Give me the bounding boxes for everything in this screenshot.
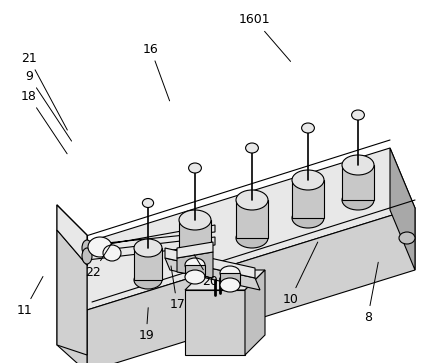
Polygon shape xyxy=(165,248,255,278)
Ellipse shape xyxy=(399,232,415,244)
Polygon shape xyxy=(57,230,87,355)
Ellipse shape xyxy=(179,248,211,268)
Polygon shape xyxy=(342,165,374,200)
Ellipse shape xyxy=(220,266,240,280)
Text: 10: 10 xyxy=(282,242,318,306)
Ellipse shape xyxy=(236,190,268,210)
Polygon shape xyxy=(87,208,415,363)
Text: 8: 8 xyxy=(364,262,378,324)
Ellipse shape xyxy=(82,248,92,264)
Polygon shape xyxy=(220,273,240,285)
Polygon shape xyxy=(177,242,213,258)
Ellipse shape xyxy=(352,110,365,120)
Polygon shape xyxy=(57,230,87,363)
Ellipse shape xyxy=(236,228,268,248)
Text: 18: 18 xyxy=(21,90,67,154)
Ellipse shape xyxy=(189,163,202,173)
Ellipse shape xyxy=(292,208,324,228)
Polygon shape xyxy=(87,237,215,260)
Text: 20: 20 xyxy=(194,255,218,288)
Text: 1601: 1601 xyxy=(239,13,291,61)
Ellipse shape xyxy=(134,271,162,289)
Polygon shape xyxy=(185,270,265,290)
Ellipse shape xyxy=(245,143,258,153)
Polygon shape xyxy=(292,180,324,218)
Polygon shape xyxy=(177,252,213,278)
Ellipse shape xyxy=(179,210,211,230)
Ellipse shape xyxy=(82,240,92,256)
Ellipse shape xyxy=(292,170,324,190)
Text: 21: 21 xyxy=(21,52,67,130)
Text: 11: 11 xyxy=(16,277,43,317)
Ellipse shape xyxy=(302,123,315,133)
Text: 19: 19 xyxy=(138,308,154,342)
Polygon shape xyxy=(245,270,265,355)
Polygon shape xyxy=(185,290,245,355)
Polygon shape xyxy=(236,200,268,238)
Polygon shape xyxy=(134,248,162,280)
Ellipse shape xyxy=(220,278,240,292)
Text: 16: 16 xyxy=(143,42,170,101)
Ellipse shape xyxy=(185,258,205,272)
Ellipse shape xyxy=(142,199,154,208)
Ellipse shape xyxy=(342,190,374,210)
Polygon shape xyxy=(57,205,87,265)
Ellipse shape xyxy=(134,239,162,257)
Polygon shape xyxy=(57,205,87,265)
Text: 9: 9 xyxy=(25,70,72,141)
Ellipse shape xyxy=(88,237,112,257)
Polygon shape xyxy=(87,225,215,248)
Polygon shape xyxy=(179,220,211,258)
Polygon shape xyxy=(185,265,205,277)
Ellipse shape xyxy=(103,245,121,261)
Text: 17: 17 xyxy=(169,266,185,311)
Text: 22: 22 xyxy=(85,244,112,279)
Ellipse shape xyxy=(185,270,205,284)
Polygon shape xyxy=(390,148,415,270)
Polygon shape xyxy=(62,148,415,310)
Ellipse shape xyxy=(342,155,374,175)
Polygon shape xyxy=(165,258,260,290)
